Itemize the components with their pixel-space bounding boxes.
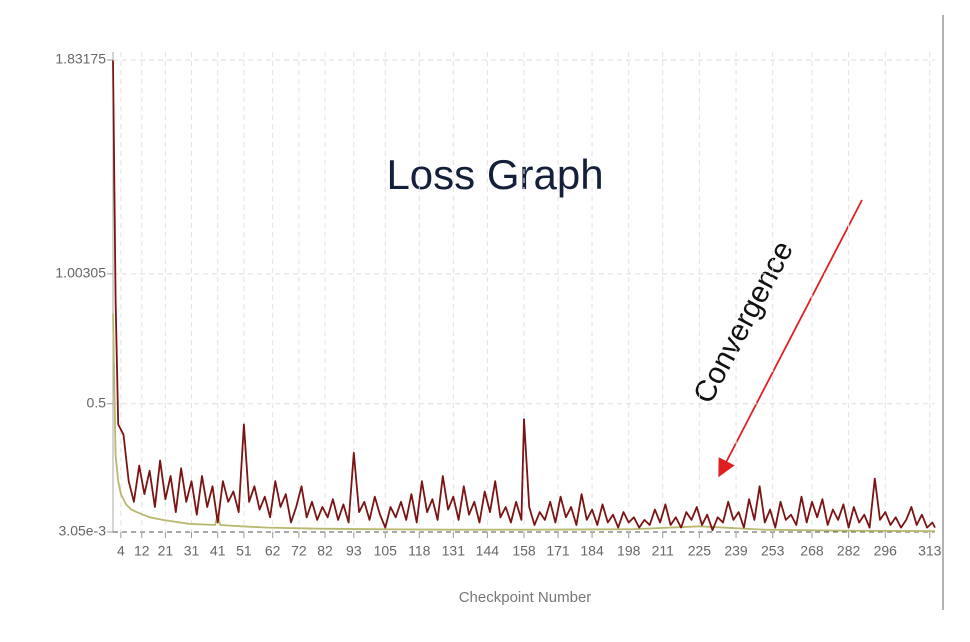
x-tick-label: 144 — [476, 543, 500, 559]
x-tick-label: 118 — [408, 543, 431, 559]
annotation: Convergence — [687, 236, 800, 409]
x-tick-label: 268 — [800, 543, 824, 559]
x-tick-label: 313 — [918, 543, 942, 559]
x-tick-label: 198 — [617, 543, 641, 559]
arrow — [718, 199, 863, 478]
x-axis-title: Checkpoint Number — [459, 589, 592, 606]
x-tick-label: 72 — [291, 543, 307, 559]
x-tick-label: 4 — [117, 543, 125, 559]
x-tick-label: 225 — [688, 543, 712, 559]
x-tick-label: 105 — [374, 543, 398, 559]
loss-line — [112, 60, 936, 532]
x-tick-label: 41 — [210, 543, 226, 559]
x-tick-label: 62 — [265, 543, 281, 559]
x-tick-label: 171 — [546, 543, 570, 559]
loss-line — [112, 313, 936, 533]
x-tick-label: 51 — [236, 543, 252, 559]
x-tick-label: 239 — [724, 543, 748, 559]
x-tick-label: 131 — [442, 543, 466, 559]
x-tick-label: 282 — [837, 543, 861, 559]
x-tick-label: 253 — [761, 543, 785, 559]
x-tick-label: 31 — [184, 543, 200, 559]
y-tick-label: 1.00305 — [55, 265, 106, 281]
x-tick-label: 184 — [580, 543, 604, 559]
x-tick-label: 21 — [158, 543, 174, 559]
x-tick-label: 12 — [134, 543, 150, 559]
x-tick-label: 82 — [317, 543, 333, 559]
x-tick-label: 93 — [346, 543, 362, 559]
x-tick-label: 211 — [652, 543, 675, 559]
x-tick-label: 296 — [874, 543, 898, 559]
y-tick-label: 3.05e-3 — [59, 523, 107, 539]
y-tick-label: 1.83175 — [55, 51, 106, 67]
x-tick-label: 158 — [512, 543, 536, 559]
y-tick-label: 0.5 — [87, 394, 107, 410]
chart-title: Loss Graph — [386, 151, 603, 198]
